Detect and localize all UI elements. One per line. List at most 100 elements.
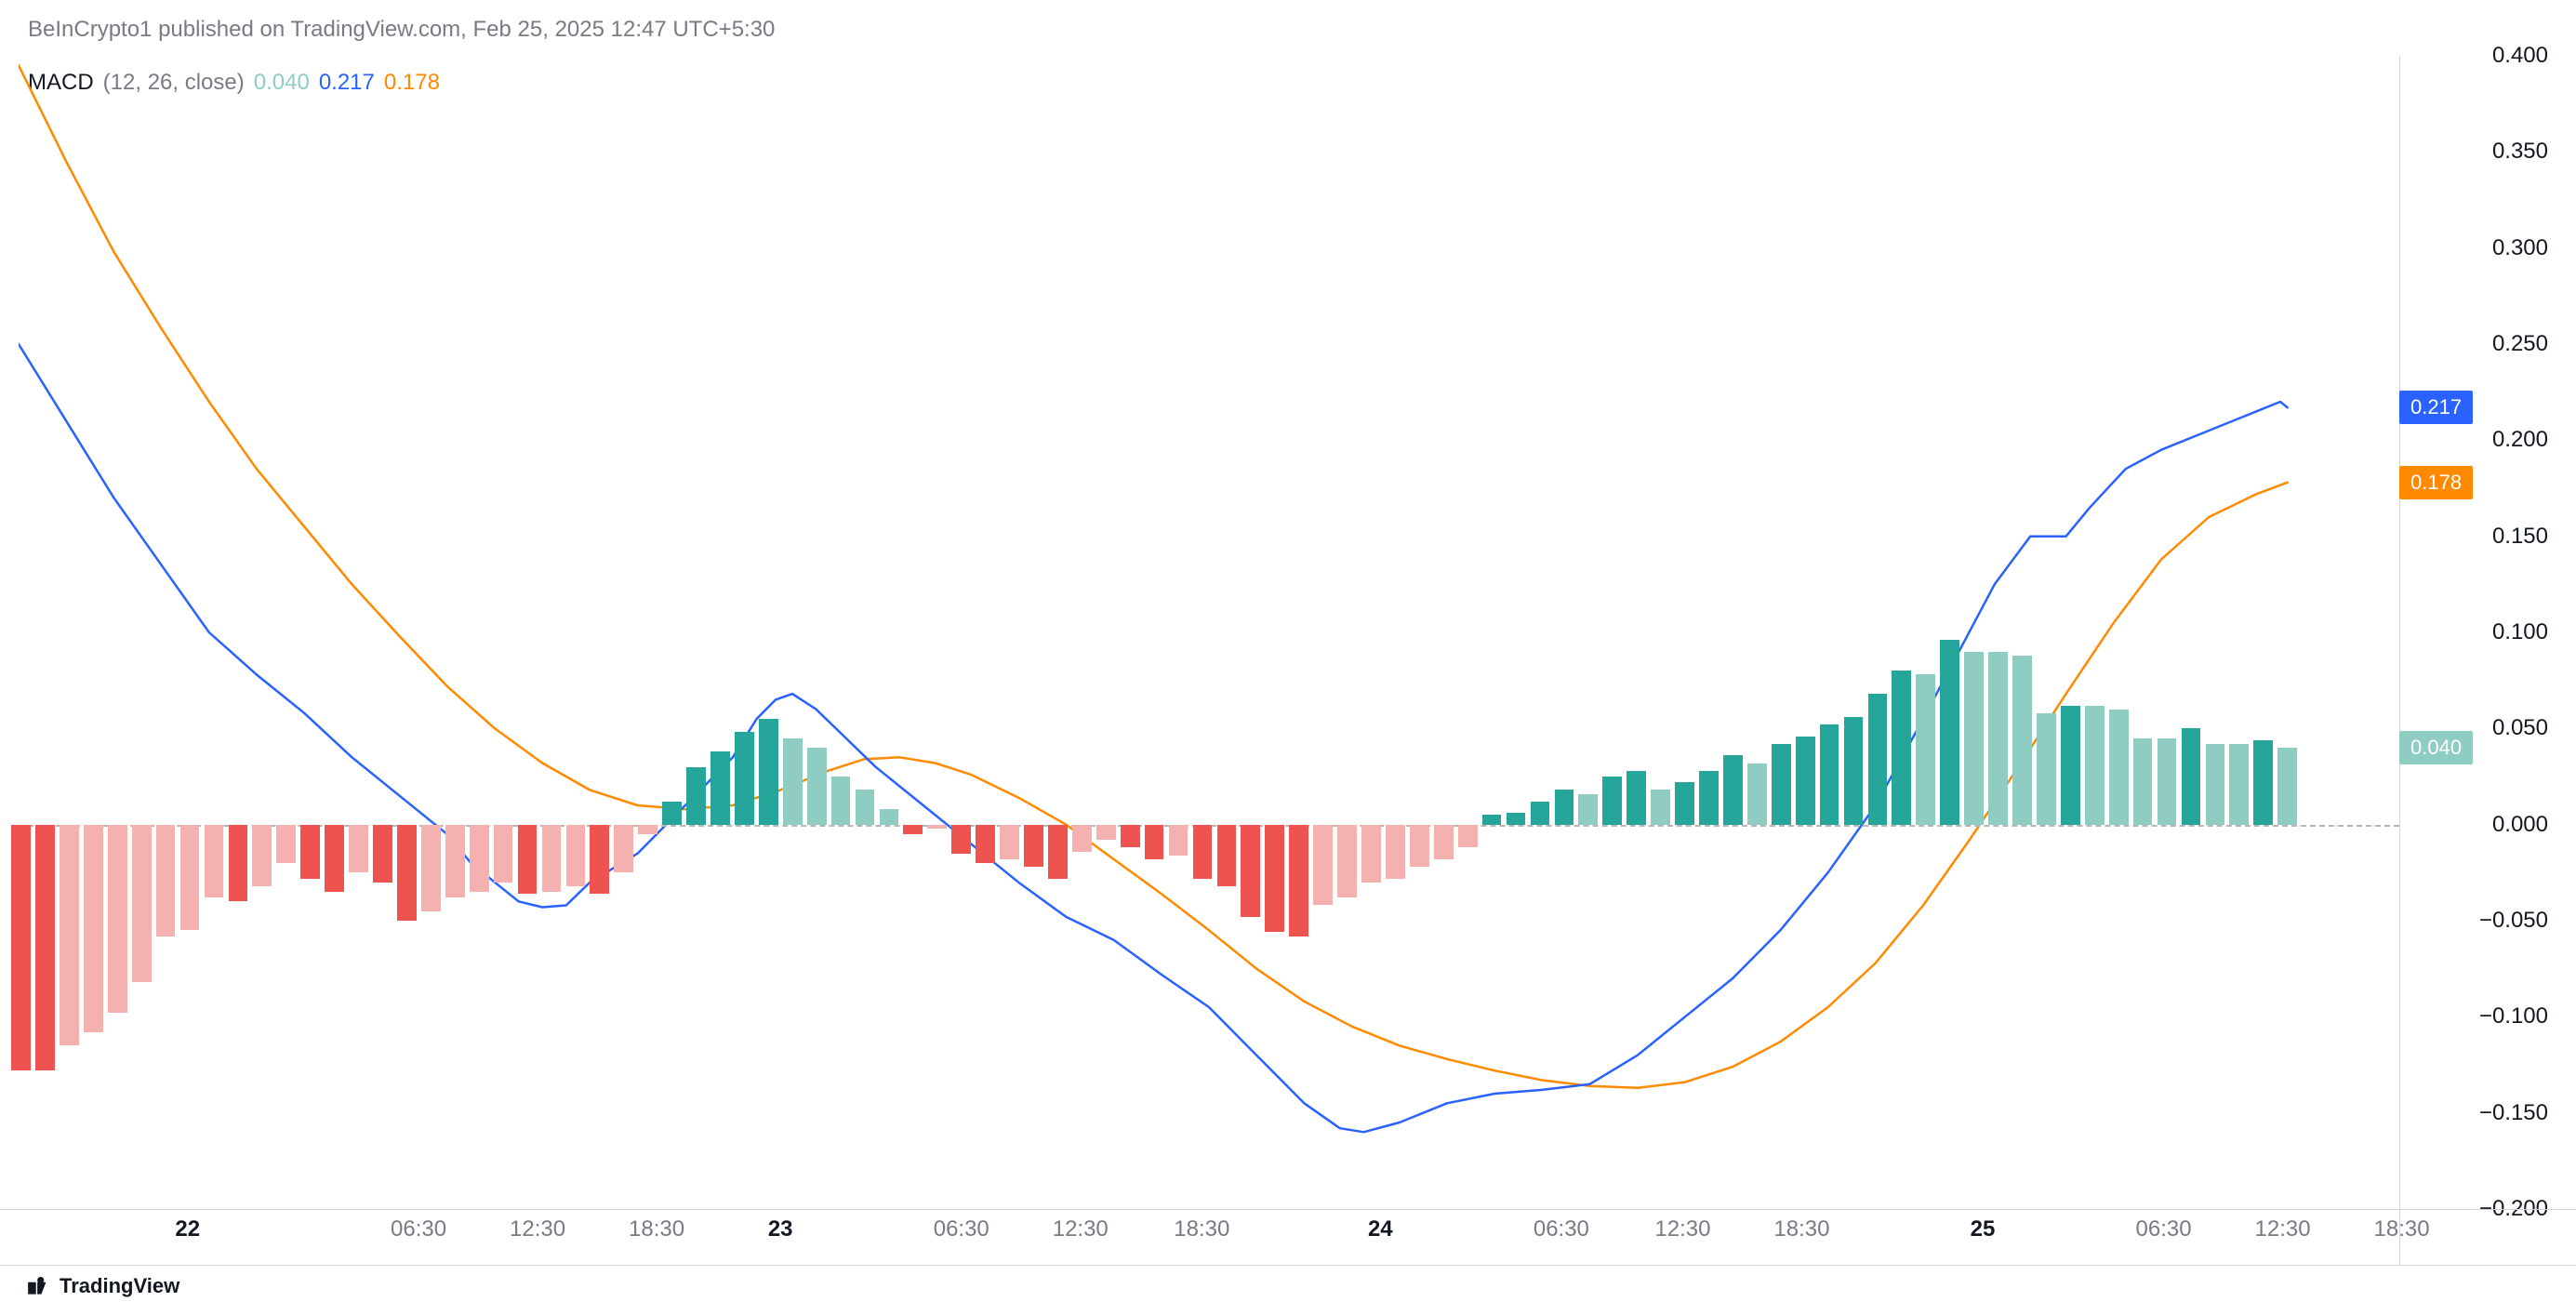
chart-svg <box>19 56 2399 1209</box>
x-tick-label: 18:30 <box>629 1216 684 1242</box>
histogram-bar <box>710 751 730 825</box>
histogram-bar <box>1337 825 1357 898</box>
histogram-bar <box>1844 717 1864 825</box>
histogram-bar <box>2182 728 2201 824</box>
histogram-bar <box>927 825 947 829</box>
histogram-bar <box>856 790 875 824</box>
histogram-bar <box>735 732 754 824</box>
x-tick-label: 24 <box>1368 1216 1393 1242</box>
histogram-bar <box>1096 825 1116 841</box>
histogram-bar <box>1217 825 1237 886</box>
y-tick-label: 0.100 <box>2492 619 2548 645</box>
x-tick-label: 18:30 <box>1773 1216 1829 1242</box>
histogram-bar <box>1916 674 1935 824</box>
y-tick-label: 0.300 <box>2492 235 2548 261</box>
histogram-bar <box>1313 825 1333 906</box>
histogram-bar <box>903 825 923 834</box>
price-tag: 0.217 <box>2399 391 2473 424</box>
histogram-bar <box>1410 825 1429 867</box>
x-axis: 2206:3012:3018:302306:3012:3018:302406:3… <box>19 1216 2399 1263</box>
histogram-bar <box>1241 825 1260 917</box>
histogram-bar <box>951 825 971 854</box>
histogram-bar <box>1820 724 1839 824</box>
histogram-bar <box>638 825 657 834</box>
histogram-bar <box>1627 771 1646 825</box>
histogram-bar <box>2012 656 2032 825</box>
histogram-bar <box>108 825 127 1014</box>
histogram-bar <box>807 748 827 825</box>
x-tick-label: 18:30 <box>2374 1216 2430 1242</box>
y-tick-label: 0.150 <box>2492 524 2548 550</box>
histogram-bar <box>11 825 31 1071</box>
x-tick-label: 12:30 <box>1053 1216 1109 1242</box>
histogram-bar <box>1000 825 1019 859</box>
histogram-bar <box>2206 744 2225 825</box>
signal-line <box>19 65 2288 1088</box>
histogram-bar <box>1121 825 1140 848</box>
histogram-bar <box>180 825 200 931</box>
histogram-bar <box>1482 815 1502 824</box>
histogram-bar <box>229 825 248 902</box>
histogram-bar <box>494 825 513 883</box>
histogram-bar <box>1772 744 1791 825</box>
histogram-bar <box>1169 825 1188 856</box>
histogram-bar <box>759 719 778 825</box>
histogram-bar <box>205 825 224 898</box>
histogram-bar <box>1193 825 1213 879</box>
histogram-bar <box>445 825 465 898</box>
tradingview-brand: TradingView <box>28 1274 179 1298</box>
histogram-bar <box>132 825 152 982</box>
histogram-bar <box>2229 744 2249 825</box>
x-tick-label: 12:30 <box>2255 1216 2311 1242</box>
x-tick-label: 12:30 <box>1654 1216 1710 1242</box>
histogram-bar <box>590 825 609 894</box>
histogram-bar <box>60 825 79 1046</box>
histogram-bar <box>1988 652 2008 825</box>
histogram-bar <box>325 825 344 892</box>
macd-chart[interactable] <box>19 56 2399 1209</box>
x-tick-label: 23 <box>768 1216 793 1242</box>
histogram-bar <box>1723 755 1743 824</box>
histogram-bar <box>2109 710 2129 825</box>
y-tick-label: −0.150 <box>2479 1100 2548 1126</box>
x-tick-label: 18:30 <box>1174 1216 1229 1242</box>
histogram-bar <box>783 738 803 825</box>
price-tag: 0.178 <box>2399 466 2473 499</box>
histogram-bar <box>2037 713 2056 825</box>
histogram-bar <box>686 767 706 825</box>
histogram-bar <box>300 825 320 879</box>
histogram-bar <box>373 825 392 883</box>
histogram-bar <box>1602 777 1622 825</box>
y-tick-label: 0.050 <box>2492 715 2548 741</box>
axis-separator <box>2399 56 2400 1265</box>
histogram-bar <box>2253 740 2273 825</box>
histogram-bar <box>2085 706 2105 825</box>
x-tick-label: 06:30 <box>1534 1216 1589 1242</box>
histogram-bar <box>976 825 995 863</box>
y-tick-label: 0.000 <box>2492 812 2548 838</box>
histogram-bar <box>831 777 851 825</box>
histogram-bar <box>1964 652 1984 825</box>
histogram-bar <box>1507 813 1526 824</box>
y-tick-label: −0.050 <box>2479 908 2548 934</box>
histogram-bar <box>1024 825 1043 867</box>
histogram-bar <box>1868 694 1888 825</box>
y-tick-label: 0.350 <box>2492 139 2548 165</box>
histogram-bar <box>566 825 586 886</box>
histogram-bar <box>1386 825 1405 879</box>
histogram-bar <box>1458 825 1478 848</box>
histogram-bar <box>1578 794 1598 825</box>
histogram-bar <box>2277 748 2297 825</box>
y-tick-label: 0.400 <box>2492 43 2548 69</box>
histogram-bar <box>1555 790 1574 824</box>
price-tag: 0.040 <box>2399 731 2473 764</box>
histogram-bar <box>84 825 103 1032</box>
histogram-bar <box>880 809 899 825</box>
histogram-bar <box>1747 764 1767 825</box>
histogram-bar <box>1892 671 1911 824</box>
histogram-bar <box>614 825 633 873</box>
publish-info: BeInCrypto1 published on TradingView.com… <box>28 17 775 43</box>
histogram-bar <box>518 825 538 894</box>
tradingview-logo-icon <box>28 1277 52 1295</box>
histogram-bar <box>2133 738 2153 825</box>
